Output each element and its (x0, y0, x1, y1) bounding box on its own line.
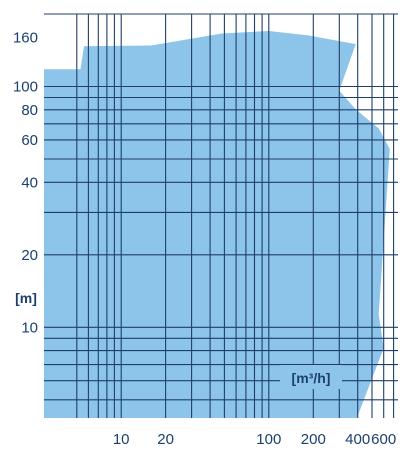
x-tick-label-10: 10 (113, 431, 130, 448)
y-tick-label-10: 10 (21, 319, 38, 336)
x-axis-label-group: [m³/h] (280, 365, 342, 389)
y-tick-label-100: 100 (13, 79, 38, 96)
y-tick-label-20: 20 (21, 247, 38, 264)
y-tick-label-80: 80 (21, 102, 38, 119)
y-tick-label-160: 160 (13, 29, 38, 46)
y-axis-label: [m] (15, 290, 37, 306)
x-axis-label: [m³/h] (292, 370, 331, 386)
coverage-area-layer (44, 31, 390, 418)
grid-layer (44, 13, 398, 418)
x-tick-label-100: 100 (256, 431, 281, 448)
x-tick-label-200: 200 (301, 431, 326, 448)
y-tick-label-40: 40 (21, 174, 38, 191)
x-tick-label-20: 20 (157, 431, 174, 448)
coverage-area-0 (44, 31, 390, 418)
y-tick-label-60: 60 (21, 132, 38, 149)
x-tick-label-600: 600 (371, 431, 396, 448)
x-tick-labels: 10 20 100 200 400 600 (113, 431, 396, 448)
x-tick-label-400: 400 (345, 431, 370, 448)
x-axis-label-backdrop (280, 365, 342, 389)
y-tick-labels: 10 20 40 60 80 100 160 (13, 29, 38, 336)
